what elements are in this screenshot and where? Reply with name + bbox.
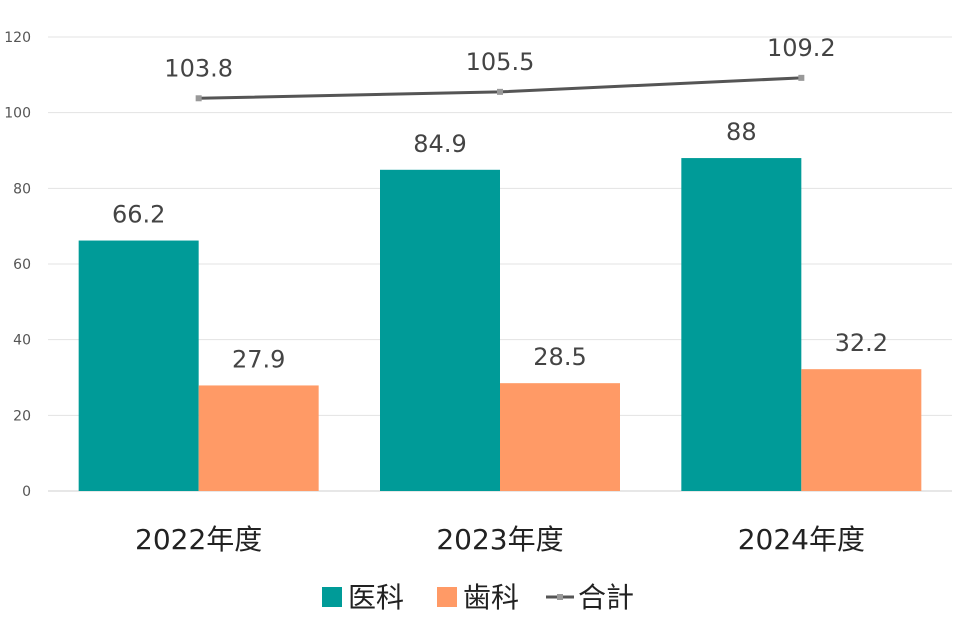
line-marker (497, 88, 503, 95)
bar (198, 385, 319, 491)
bar (380, 169, 500, 492)
line-marker (195, 95, 202, 102)
line-series (198, 76, 802, 100)
data-label: 66.2 (112, 201, 165, 229)
y-tick-label: 40 (13, 333, 31, 349)
bar (78, 240, 199, 491)
data-label: 84.9 (413, 130, 466, 158)
data-label: 88 (726, 118, 757, 146)
data-label: 103.8 (164, 54, 233, 82)
data-label: 32.2 (835, 329, 888, 357)
bar (500, 383, 620, 491)
legend-label: 合計 (578, 581, 634, 614)
total-line (195, 74, 805, 102)
y-axis: 0 20 40 60 80 100 120 (4, 30, 31, 500)
bars (78, 158, 922, 492)
y-tick-label: 60 (13, 257, 31, 273)
data-label: 28.5 (533, 343, 586, 371)
data-labels: 66.2 27.9 84.9 28.5 88 32.2 103.8 105.5 109.2 (112, 34, 888, 374)
legend-swatch (437, 587, 457, 607)
data-label: 109.2 (767, 34, 836, 62)
x-tick-label: 2022年度 (135, 523, 262, 556)
y-tick-label: 20 (13, 408, 31, 424)
x-tick-label: 2023年度 (436, 523, 563, 556)
data-label: 27.9 (232, 345, 285, 373)
y-tick-label: 0 (22, 484, 31, 500)
legend-label: 医科 (348, 581, 404, 614)
y-tick-label: 120 (4, 30, 31, 46)
legend: 医科 歯科 合計 (322, 581, 634, 614)
data-label: 105.5 (466, 48, 535, 76)
x-tick-label: 2024年度 (738, 523, 865, 556)
legend-label: 歯科 (463, 581, 519, 614)
bar (801, 369, 922, 491)
line-marker (798, 74, 805, 81)
y-tick-label: 80 (13, 181, 31, 197)
legend-line-marker (557, 594, 563, 600)
x-axis: 2022年度 2023年度 2024年度 (135, 523, 865, 556)
y-tick-label: 100 (4, 106, 31, 122)
bar (681, 158, 802, 492)
legend-swatch (322, 587, 342, 607)
